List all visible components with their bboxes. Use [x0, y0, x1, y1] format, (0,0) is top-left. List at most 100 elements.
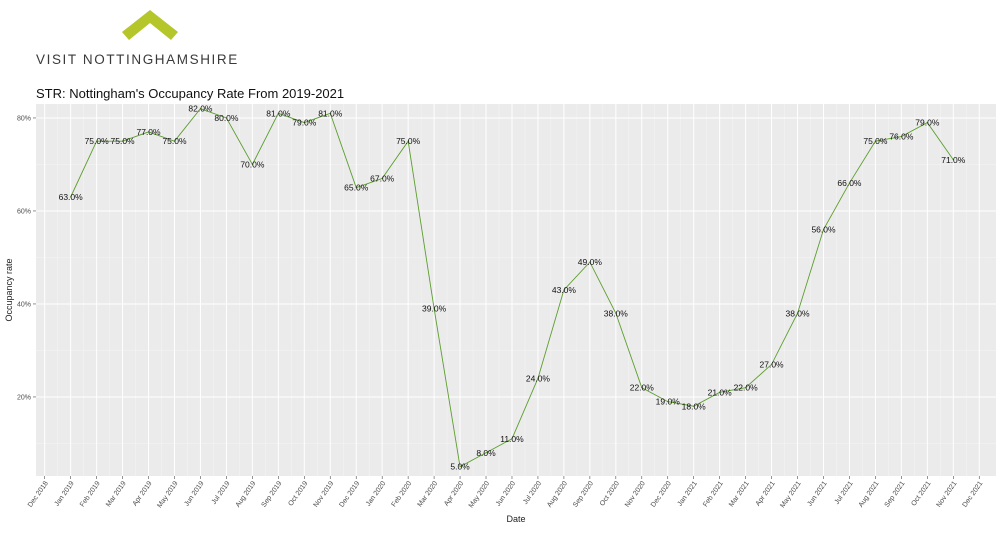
x-tick-label: May 2020: [468, 480, 491, 509]
data-label: 19.0%: [656, 397, 681, 407]
y-tick-label: 80%: [17, 115, 31, 122]
data-label: 24.0%: [526, 373, 551, 383]
data-label: 79.0%: [292, 118, 317, 128]
chart-title: STR: Nottingham's Occupancy Rate From 20…: [36, 86, 345, 101]
data-point: [745, 387, 747, 389]
data-label: 75.0%: [863, 136, 888, 146]
x-tick-label: Jun 2020: [495, 480, 517, 508]
data-label: 82.0%: [188, 104, 213, 114]
data-label: 22.0%: [630, 383, 655, 393]
x-tick-label: Mar 2020: [417, 480, 440, 508]
data-point: [719, 391, 721, 393]
x-tick-label: Feb 2021: [702, 480, 725, 508]
data-point: [355, 187, 357, 189]
data-point: [303, 122, 305, 124]
data-point: [147, 131, 150, 133]
data-label: 75.0%: [162, 136, 187, 146]
y-axis: 20% 40% 60% 80%: [17, 115, 36, 401]
data-point: [667, 401, 669, 403]
x-axis-title: Date: [506, 514, 525, 524]
x-tick-label: Jul 2019: [211, 480, 232, 506]
data-label: 18.0%: [682, 401, 707, 411]
x-tick-label: Aug 2021: [858, 480, 881, 509]
data-label: 49.0%: [578, 257, 603, 267]
data-label: 75.0%: [85, 136, 110, 146]
data-label: 81.0%: [318, 108, 343, 118]
data-label: 70.0%: [240, 159, 265, 169]
brand-name: VISIT NOTTINGHAMSHIRE: [36, 52, 239, 67]
data-label: 80.0%: [214, 113, 239, 123]
data-label: 81.0%: [266, 108, 291, 118]
x-tick-label: Feb 2019: [79, 480, 102, 508]
logo-chevron-shape: [122, 10, 178, 40]
x-axis: Dec 2018 Jan 2019 Feb 2019 Mar 2019 Apr 2019…: [27, 476, 984, 509]
x-tick-label: Jun 2021: [806, 480, 828, 508]
data-point: [225, 117, 228, 119]
series-layer: [70, 108, 954, 468]
minor-gridlines: [36, 104, 996, 476]
data-point: [199, 108, 202, 110]
data-label: 77.0%: [136, 127, 161, 137]
x-tick-label: Mar 2019: [105, 480, 128, 508]
data-label: 8.0%: [476, 448, 496, 458]
x-tick-label: Nov 2019: [312, 480, 335, 509]
data-point: [770, 363, 773, 365]
x-tick-label: Jan 2020: [365, 480, 387, 508]
x-tick-label: Sep 2020: [572, 480, 595, 509]
data-label: 43.0%: [552, 285, 577, 295]
data-point: [848, 182, 851, 184]
data-point: [537, 377, 539, 379]
x-tick-label: Nov 2020: [624, 480, 647, 509]
data-point: [511, 438, 513, 440]
data-labels-layer: 63.0%75.0% 75.0%77.0%75.0%82.0%80.0%70.0%…: [59, 104, 966, 472]
x-tick-label: Apr 2020: [443, 480, 465, 507]
data-point: [173, 140, 176, 142]
data-point: [926, 122, 928, 124]
x-tick-label: Jun 2019: [183, 480, 205, 508]
x-tick-label: Apr 2021: [755, 480, 777, 507]
y-tick-label: 20%: [17, 394, 31, 401]
x-tick-label: May 2021: [779, 480, 802, 509]
data-label: 71.0%: [941, 155, 966, 165]
data-label: 75.0%: [111, 136, 136, 146]
x-tick-label: Feb 2020: [391, 480, 414, 508]
data-point: [563, 289, 565, 291]
data-label: 65.0%: [344, 183, 369, 193]
data-point: [874, 140, 877, 142]
x-tick-label: Sep 2021: [884, 480, 907, 509]
x-tick-label: Aug 2019: [235, 480, 258, 509]
data-label: 11.0%: [500, 434, 524, 444]
data-point: [251, 163, 253, 166]
data-point: [329, 112, 331, 114]
data-label: 56.0%: [811, 225, 836, 235]
data-label: 5.0%: [450, 462, 470, 472]
logo-chevron-icon: [122, 10, 178, 40]
major-gridlines: [36, 104, 996, 476]
data-point: [407, 140, 409, 142]
data-point: [900, 135, 902, 138]
data-label: 63.0%: [59, 192, 84, 202]
data-point: [433, 308, 435, 310]
x-tick-label: Apr 2019: [132, 480, 154, 507]
data-label: 75.0%: [396, 136, 421, 146]
x-tick-label: Dec 2021: [961, 480, 984, 509]
data-point: [485, 452, 487, 454]
x-tick-label: Jan 2019: [54, 480, 76, 508]
data-point: [641, 387, 643, 389]
y-tick-label: 40%: [17, 301, 31, 308]
x-tick-label: Aug 2020: [546, 480, 569, 509]
brand-logo: VISIT NOTTINGHAMSHIRE: [36, 8, 239, 68]
data-point: [277, 112, 279, 114]
x-tick-label: Nov 2021: [936, 480, 959, 509]
x-tick-label: Mar 2021: [728, 480, 751, 508]
data-point: [822, 228, 825, 231]
x-tick-label: Dec 2018: [27, 480, 50, 509]
x-tick-label: Sep 2019: [261, 480, 284, 509]
data-label: 27.0%: [760, 359, 785, 369]
data-point: [615, 312, 617, 314]
plot-panel: [36, 104, 996, 476]
data-point: [96, 140, 98, 142]
data-point: [381, 177, 383, 179]
data-point: [459, 466, 461, 468]
x-tick-label: Oct 2019: [287, 480, 309, 507]
